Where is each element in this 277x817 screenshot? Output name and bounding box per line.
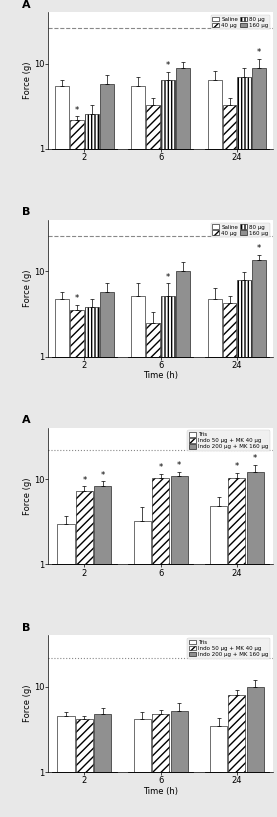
Text: *: * [257,48,261,57]
Y-axis label: Force (g): Force (g) [24,62,32,100]
Bar [223,303,237,357]
Bar [132,86,145,149]
Legend: Saline, 40 μg, 80 μg, 160 μg: Saline, 40 μg, 80 μg, 160 μg [211,223,270,237]
Bar [237,77,251,149]
Bar [55,298,69,357]
Bar [152,478,169,565]
Bar [57,524,75,565]
Bar [134,719,151,772]
Legend: Saline, 40 μg, 80 μg, 160 μg: Saline, 40 μg, 80 μg, 160 μg [211,15,270,29]
Bar [146,323,160,357]
Bar [252,69,266,149]
Bar [94,714,111,772]
Bar [134,521,151,565]
Bar [132,296,145,357]
Bar [70,310,84,357]
Bar [252,260,266,357]
Bar [76,719,93,772]
Legend: Tris, Indo 50 μg + MK 40 μg, Indo 200 μg + MK 160 μg: Tris, Indo 50 μg + MK 40 μg, Indo 200 μg… [188,638,270,659]
Text: *: * [177,461,181,470]
Bar [223,105,237,149]
Bar [210,725,227,772]
Text: *: * [75,294,79,303]
Bar [229,478,245,565]
Bar [85,114,99,149]
Bar [237,279,251,357]
Bar [100,292,114,357]
Bar [171,475,188,565]
Bar [152,714,169,772]
Bar [70,120,84,149]
Bar [247,687,264,772]
Bar [57,717,75,772]
Bar [208,298,222,357]
Text: *: * [101,471,105,480]
Text: B: B [22,623,30,632]
Bar [176,68,190,149]
Bar [146,105,160,149]
Bar [229,695,245,772]
Bar [171,711,188,772]
Text: *: * [235,462,239,471]
Text: *: * [253,454,257,463]
Y-axis label: Force (g): Force (g) [24,477,32,515]
Text: A: A [22,415,30,425]
Bar [161,79,175,149]
Text: *: * [158,463,163,472]
Text: A: A [22,0,30,10]
Bar [55,86,69,149]
Bar [247,471,264,565]
Legend: Tris, Indo 50 μg + MK 40 μg, Indo 200 μg + MK 160 μg: Tris, Indo 50 μg + MK 40 μg, Indo 200 μg… [188,431,270,451]
Bar [210,507,227,565]
Bar [100,84,114,149]
Bar [176,270,190,357]
X-axis label: Time (h): Time (h) [143,371,178,380]
Bar [85,307,99,357]
Bar [94,486,111,565]
Text: *: * [75,105,79,114]
Bar [208,79,222,149]
Text: *: * [257,244,261,253]
Text: B: B [22,208,30,217]
Text: *: * [82,475,86,484]
Y-axis label: Force (g): Force (g) [24,270,32,307]
Text: *: * [166,61,170,70]
Bar [161,296,175,357]
Bar [76,491,93,565]
X-axis label: Time (h): Time (h) [143,787,178,796]
Y-axis label: Force (g): Force (g) [24,685,32,722]
Text: *: * [166,273,170,282]
